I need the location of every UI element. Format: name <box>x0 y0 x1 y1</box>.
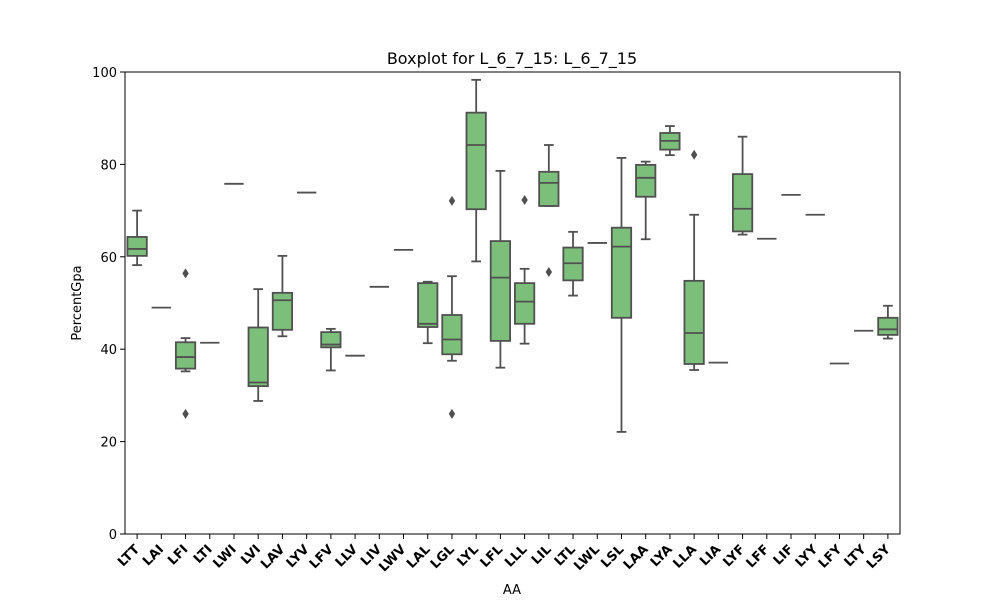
box <box>417 282 439 328</box>
x-tick-label: LWI <box>211 542 240 571</box>
box <box>683 279 705 365</box>
y-axis-label: PercentGpa <box>70 265 85 340</box>
x-tick-label: LFF <box>744 542 773 571</box>
x-tick-label: LYF <box>720 542 748 570</box>
x-tick-label: LLL <box>502 542 530 570</box>
outlier-point <box>448 195 456 206</box>
y-tick-label: 0 <box>109 528 117 543</box>
outlier-point <box>448 408 456 419</box>
x-tick-label: LIA <box>697 542 724 569</box>
x-tick-label: LIL <box>529 542 555 568</box>
y-tick-label: 40 <box>100 343 117 358</box>
x-tick-label: LFV <box>307 542 337 572</box>
x-tick-label: LFL <box>478 542 507 571</box>
x-axis-label: AA <box>503 583 521 598</box>
box <box>489 240 511 342</box>
box <box>247 326 269 388</box>
box <box>271 291 294 331</box>
chart-title: Boxplot for L_6_7_15: L_6_7_15 <box>387 49 637 69</box>
x-tick-label: LLA <box>671 542 700 571</box>
y-tick-label: 100 <box>92 66 117 81</box>
x-tick-label: LIF <box>771 542 797 568</box>
box <box>877 316 899 336</box>
x-tick-label: LAA <box>621 542 652 573</box>
x-tick-label: LYY <box>793 542 822 571</box>
x-tick-label: LLV <box>333 542 361 570</box>
x-tick-label: LFY <box>816 542 846 572</box>
box <box>635 163 657 198</box>
x-tick-label: LSL <box>598 542 627 571</box>
box <box>174 341 197 370</box>
y-tick-label: 60 <box>100 251 117 266</box>
x-tick-label: LTT <box>115 542 143 570</box>
x-tick-label: LAI <box>140 542 167 569</box>
outlier-point <box>545 267 553 278</box>
x-tick-label: LTY <box>842 542 870 570</box>
x-tick-label: LWV <box>376 542 409 575</box>
box <box>731 173 754 233</box>
x-tick-label: LYA <box>648 542 676 570</box>
x-tick-label: LWL <box>571 542 603 574</box>
box <box>610 226 633 319</box>
x-tick-label: LAV <box>258 542 288 572</box>
y-tick-label: 80 <box>100 158 117 173</box>
x-tick-label: LAL <box>404 542 433 571</box>
box <box>514 282 536 325</box>
plot-frame <box>124 71 901 535</box>
box <box>320 331 342 349</box>
box <box>441 314 463 356</box>
x-tick-label: LSY <box>864 542 894 572</box>
outlier-point <box>182 408 189 419</box>
x-tick-label: LYL <box>454 542 482 570</box>
outlier-point <box>521 194 528 205</box>
y-tick-label: 20 <box>100 436 117 451</box>
box <box>538 170 560 207</box>
x-tick-label: LFI <box>165 542 191 568</box>
x-tick-label: LGL <box>428 542 458 572</box>
outlier-point <box>182 268 189 279</box>
x-tick-label: LYV <box>284 542 313 571</box>
box <box>126 236 148 257</box>
outlier-point <box>690 149 698 160</box>
box <box>465 111 487 211</box>
